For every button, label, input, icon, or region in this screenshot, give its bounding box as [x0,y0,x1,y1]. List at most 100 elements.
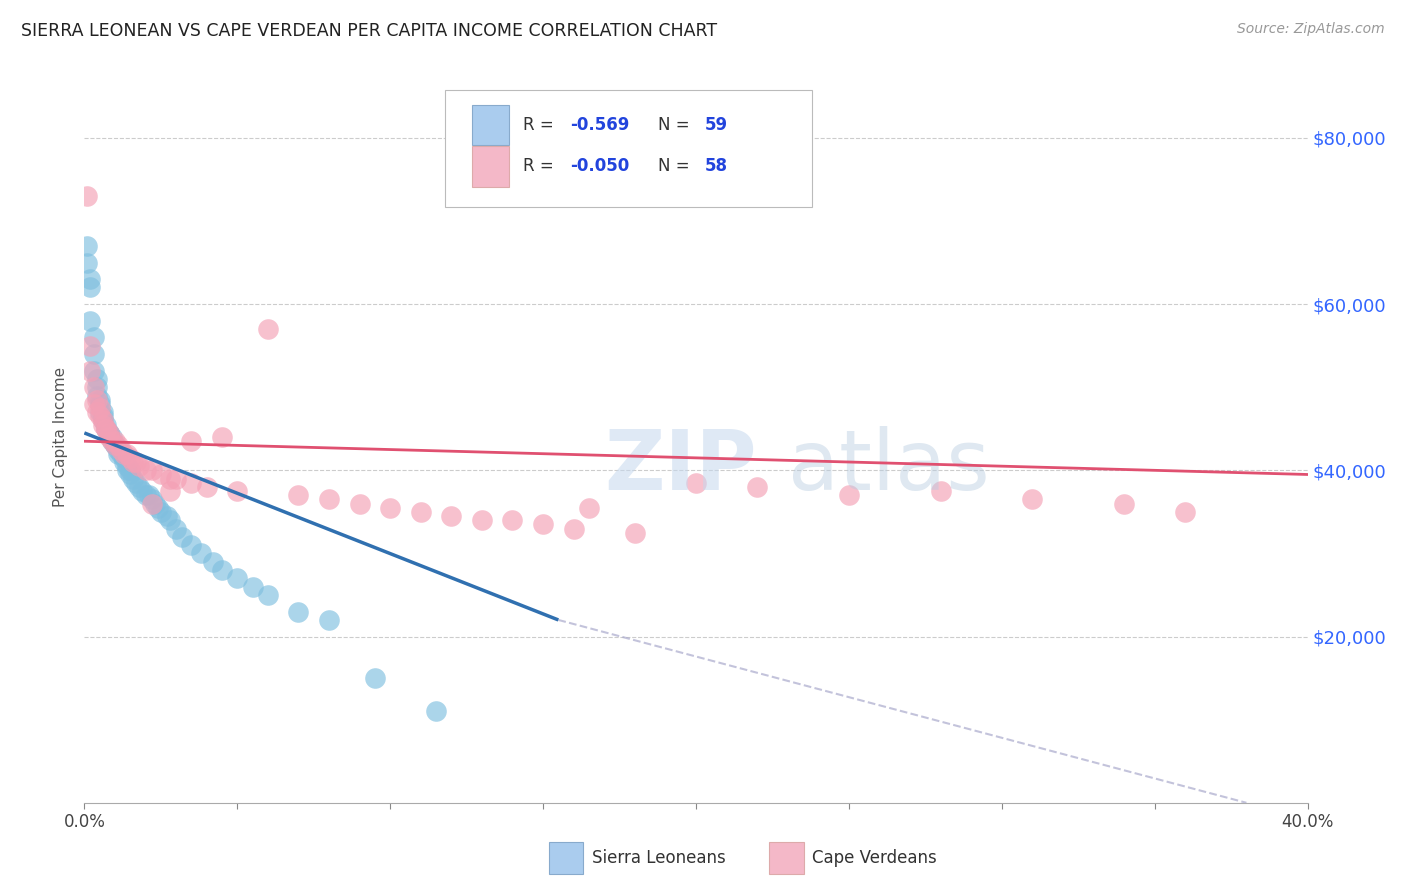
Point [195,480,218,494]
Text: 59: 59 [704,116,728,134]
Text: SIERRA LEONEAN VS CAPE VERDEAN PER CAPITA INCOME CORRELATION CHART: SIERRA LEONEAN VS CAPE VERDEAN PER CAPIT… [21,22,717,40]
Point [159,472,181,486]
Point [104,438,127,452]
Point [165,472,187,486]
Point [120,450,142,465]
Point [226,571,249,585]
Point [287,488,309,502]
Point [76,239,98,253]
Point [97,425,120,440]
Text: Source: ZipAtlas.com: Source: ZipAtlas.com [1237,22,1385,37]
Point [180,538,202,552]
Text: Sierra Leoneans: Sierra Leoneans [592,848,725,867]
Point [180,434,202,449]
Point [76,189,98,203]
Point [107,442,129,457]
Point [624,525,647,540]
Point [86,388,108,402]
Point [83,330,105,344]
Point [128,459,150,474]
Point [747,480,769,494]
Text: atlas: atlas [787,425,990,507]
Point [502,513,524,527]
Point [101,430,124,444]
Point [180,475,202,490]
Point [104,438,127,452]
Point [101,434,124,449]
Point [112,455,135,469]
Point [97,425,120,440]
Point [172,530,194,544]
Point [425,705,447,719]
Point [89,405,111,419]
Text: Cape Verdeans: Cape Verdeans [813,848,936,867]
Point [91,413,114,427]
Point [104,438,127,452]
Point [211,430,233,444]
Point [94,422,117,436]
Text: N =: N = [658,158,695,176]
Point [83,347,105,361]
Point [226,484,249,499]
Point [91,405,114,419]
Point [120,463,142,477]
FancyBboxPatch shape [550,841,583,874]
Point [112,450,135,465]
Point [86,380,108,394]
Point [1021,492,1043,507]
Point [159,484,181,499]
Point [89,392,111,407]
Point [115,459,138,474]
Point [685,475,707,490]
Point [440,509,463,524]
Point [135,463,157,477]
Point [1114,497,1136,511]
Point [112,447,135,461]
Point [110,447,132,461]
Point [94,422,117,436]
Point [86,372,108,386]
Point [318,492,340,507]
Point [83,380,105,394]
Point [79,363,101,377]
Point [838,488,860,502]
Point [110,442,132,457]
Point [257,588,280,602]
Point [531,517,554,532]
Point [79,280,101,294]
Point [94,422,117,436]
Point [141,463,163,477]
FancyBboxPatch shape [446,90,813,207]
Point [149,505,172,519]
Point [115,447,138,461]
Point [141,497,163,511]
Point [79,272,101,286]
Point [190,546,212,560]
Point [128,480,150,494]
Point [79,338,101,352]
Point [83,363,105,377]
Point [86,405,108,419]
Point [91,409,114,424]
Point [141,492,163,507]
Point [83,397,105,411]
Point [131,484,153,499]
Point [125,455,148,469]
Text: R =: R = [523,158,560,176]
Y-axis label: Per Capita Income: Per Capita Income [53,367,69,508]
Point [79,314,101,328]
Text: N =: N = [658,116,695,134]
Point [1174,505,1197,519]
Point [97,430,120,444]
FancyBboxPatch shape [769,841,804,874]
Point [159,513,181,527]
Point [143,497,166,511]
FancyBboxPatch shape [472,104,509,145]
Point [562,521,585,535]
Point [91,417,114,432]
Point [89,409,111,424]
FancyBboxPatch shape [472,146,509,186]
Point [242,580,264,594]
Point [146,500,169,515]
Text: ZIP: ZIP [605,425,756,507]
